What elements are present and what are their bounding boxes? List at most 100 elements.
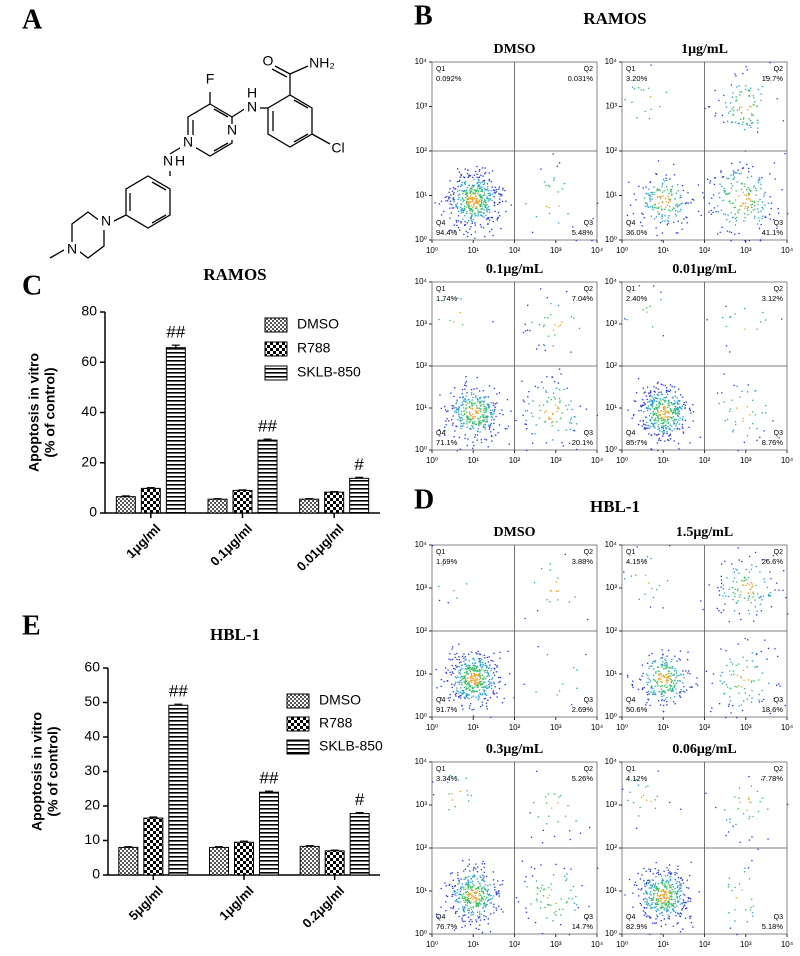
chart-title: RAMOS — [203, 265, 266, 284]
event-dot — [461, 175, 462, 176]
event-dot — [490, 410, 491, 411]
event-dot — [677, 428, 678, 429]
event-dot — [655, 660, 656, 661]
chart-title: HBL-1 — [210, 625, 260, 644]
event-dot — [674, 907, 675, 908]
event-dot — [467, 196, 468, 197]
event-dot — [537, 610, 538, 611]
event-dot — [676, 215, 677, 216]
event-dot — [664, 408, 665, 409]
event-dot — [682, 903, 683, 904]
event-dot — [457, 419, 458, 420]
event-dot — [474, 190, 475, 191]
event-dot — [671, 682, 672, 683]
event-dot — [735, 421, 736, 422]
event-dot — [457, 181, 458, 182]
event-dot — [528, 918, 529, 919]
event-dot — [638, 785, 639, 786]
event-dot — [662, 183, 663, 184]
event-dot — [652, 207, 653, 208]
event-dot — [445, 910, 446, 911]
event-dot — [480, 675, 481, 676]
event-dot — [661, 689, 662, 690]
event-dot — [668, 897, 669, 898]
event-dot — [475, 670, 476, 671]
event-dot — [740, 676, 741, 677]
event-dot — [750, 204, 751, 205]
event-dot — [739, 91, 740, 92]
event-dot — [685, 918, 686, 919]
event-dot — [534, 582, 535, 583]
event-dot — [680, 394, 681, 395]
event-dot — [469, 859, 470, 860]
event-dot — [662, 654, 663, 655]
event-dot — [597, 203, 598, 204]
bond — [272, 69, 287, 77]
event-dot — [653, 889, 654, 890]
event-dot — [473, 665, 474, 666]
event-dot — [653, 692, 654, 693]
event-dot — [579, 328, 580, 329]
event-dot — [559, 402, 560, 403]
event-dot — [748, 168, 749, 169]
event-dot — [754, 216, 755, 217]
event-dot — [757, 132, 758, 133]
event-dot — [690, 898, 691, 899]
event-dot — [469, 228, 470, 229]
atom-label: O — [263, 53, 274, 69]
event-dot — [662, 884, 663, 885]
event-dot — [673, 903, 674, 904]
event-dot — [569, 601, 570, 602]
event-dot — [661, 926, 662, 927]
event-dot — [472, 895, 473, 896]
event-dot — [636, 546, 637, 547]
event-dot — [484, 194, 485, 195]
x-tick-label: 10⁰ — [426, 246, 438, 255]
event-dot — [498, 432, 499, 433]
event-dot — [671, 425, 672, 426]
event-dot — [757, 120, 758, 121]
event-dot — [569, 443, 570, 444]
event-dot — [453, 699, 454, 700]
event-dot — [471, 425, 472, 426]
event-dot — [730, 688, 731, 689]
x-tick-label: 10¹ — [467, 723, 479, 732]
event-dot — [648, 88, 649, 89]
event-dot — [488, 889, 489, 890]
event-dot — [666, 697, 667, 698]
event-dot — [760, 240, 761, 241]
bar — [119, 847, 138, 875]
event-dot — [653, 880, 654, 881]
event-dot — [747, 69, 748, 70]
event-dot — [470, 196, 471, 197]
bar — [325, 492, 344, 513]
event-dot — [666, 180, 667, 181]
event-dot — [734, 385, 735, 386]
event-dot — [479, 916, 480, 917]
event-dot — [550, 563, 551, 564]
event-dot — [668, 215, 669, 216]
event-dot — [524, 618, 525, 619]
event-dot — [478, 213, 479, 214]
event-dot — [649, 679, 650, 680]
event-dot — [684, 894, 685, 895]
event-dot — [456, 677, 457, 678]
event-dot — [465, 656, 466, 657]
event-dot — [479, 211, 480, 212]
event-dot — [733, 170, 734, 171]
event-dot — [475, 434, 476, 435]
event-dot — [479, 883, 480, 884]
event-dot — [494, 409, 495, 410]
event-dot — [466, 882, 467, 883]
event-dot — [456, 690, 457, 691]
event-dot — [485, 899, 486, 900]
event-dot — [739, 209, 740, 210]
event-dot — [660, 398, 661, 399]
event-dot — [561, 442, 562, 443]
event-dot — [474, 238, 475, 239]
event-dot — [762, 672, 763, 673]
event-dot — [678, 190, 679, 191]
event-dot — [462, 676, 463, 677]
event-dot — [724, 561, 725, 562]
event-dot — [564, 868, 565, 869]
